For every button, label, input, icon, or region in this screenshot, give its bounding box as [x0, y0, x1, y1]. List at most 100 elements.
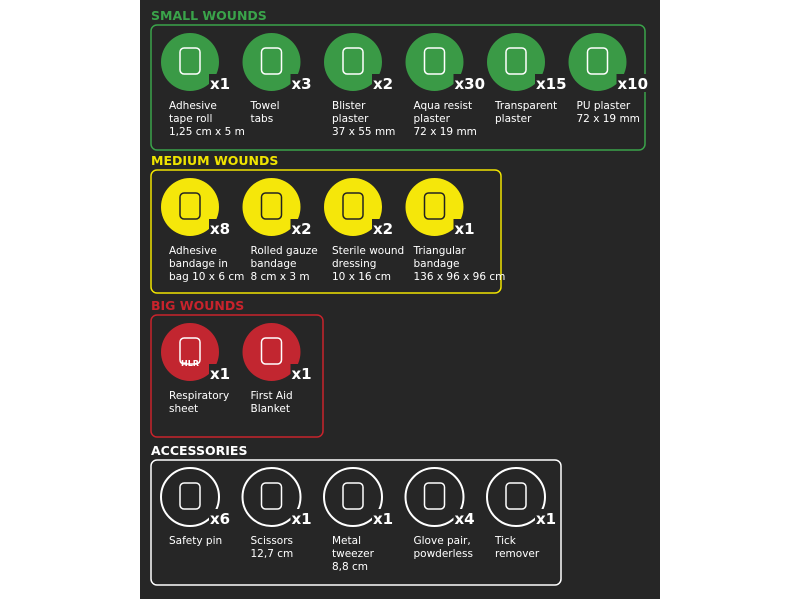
item-label: Sterile wound [332, 245, 404, 257]
item-label: Safety pin [169, 535, 222, 547]
section-title: MEDIUM WOUNDS [151, 153, 278, 168]
quantity: x1 [292, 365, 312, 383]
item-icon [241, 467, 302, 527]
item-label: 8 cm x 3 m [251, 271, 310, 283]
item-label: bandage [251, 258, 297, 270]
item-label: Adhesive [169, 100, 217, 112]
quantity: x15 [536, 75, 567, 93]
icon-glyph [342, 47, 364, 75]
item-icon [242, 323, 301, 381]
icon-glyph [342, 192, 364, 220]
item-label: bandage [414, 258, 460, 270]
item-label: Rolled gauze [251, 245, 318, 257]
quantity: x3 [292, 75, 312, 93]
quantity-bg [209, 219, 230, 237]
quantity-bg [616, 74, 647, 92]
item-label: Blister [332, 100, 366, 112]
item-label: Blanket [251, 403, 291, 415]
quantity: x1 [210, 75, 230, 93]
quantity-bg [535, 74, 566, 92]
icon-glyph [342, 482, 364, 510]
item-label: dressing [332, 258, 376, 270]
quantity: x30 [455, 75, 486, 93]
item-label: Respiratory [169, 390, 229, 402]
item-label: plaster [332, 113, 369, 125]
icon-glyph [505, 47, 527, 75]
item-label: 1,25 cm x 5 m [169, 126, 245, 138]
item-label: 72 x 19 mm [577, 113, 640, 125]
item-icon [160, 467, 220, 527]
quantity-bg [372, 219, 393, 237]
item-label: Scissors [251, 535, 294, 547]
item-icon [405, 178, 464, 236]
item-label: Triangular [413, 245, 467, 257]
quantity: x1 [373, 510, 393, 528]
item-icon [161, 178, 219, 236]
quantity: x8 [210, 220, 230, 238]
item-label: tape roll [169, 113, 212, 125]
item-label: Towel [250, 100, 280, 112]
quantity-bg [290, 364, 312, 382]
item-label: plaster [414, 113, 451, 125]
quantity: x1 [536, 510, 556, 528]
quantity-bg [372, 509, 393, 527]
item-label: Aqua resist [414, 100, 473, 112]
item-icon [161, 323, 219, 381]
item-label: Tick [494, 535, 517, 547]
icon-glyph [260, 47, 283, 75]
quantity-bg [290, 219, 312, 237]
item-icon [324, 33, 382, 91]
item-label: PU plaster [577, 100, 631, 112]
item-label: bag 10 x 6 cm [169, 271, 244, 283]
quantity-bg [209, 364, 230, 382]
panel [140, 0, 660, 599]
icon-glyph [423, 482, 446, 510]
quantity-bg [453, 219, 475, 237]
quantity: x1 [292, 510, 312, 528]
section-title: SMALL WOUNDS [151, 8, 267, 23]
item-icon [324, 178, 382, 236]
item-icon [568, 33, 627, 91]
icon-glyph [260, 192, 283, 220]
item-icon [323, 467, 383, 527]
item-label: bandage in [169, 258, 228, 270]
icon-glyph [179, 47, 201, 75]
quantity-bg [209, 509, 230, 527]
section-box [150, 459, 562, 586]
section-title: BIG WOUNDS [151, 298, 244, 313]
item-label: Adhesive [169, 245, 217, 257]
item-label: 37 x 55 mm [332, 126, 395, 138]
quantity-bg [290, 74, 312, 92]
item-label: Metal [332, 535, 361, 547]
quantity-bg [290, 509, 312, 527]
item-label: 10 x 16 cm [332, 271, 391, 283]
icon-glyph [179, 192, 201, 220]
icon-glyph [179, 482, 201, 510]
quantity: x6 [210, 510, 230, 528]
quantity-bg [535, 509, 556, 527]
item-label: 12,7 cm [251, 548, 294, 560]
quantity: x1 [210, 365, 230, 383]
icon-glyph [260, 337, 283, 365]
quantity: x2 [292, 220, 312, 238]
item-label: plaster [495, 113, 532, 125]
quantity: x2 [373, 75, 393, 93]
item-icon [404, 467, 465, 527]
item-icon [242, 178, 301, 236]
item-icon [161, 33, 219, 91]
section-title: ACCESSORIES [151, 443, 247, 458]
icon-glyph [423, 47, 446, 75]
item-label: 8,8 cm [332, 561, 368, 573]
quantity-bg [453, 509, 475, 527]
item-icon [486, 467, 546, 527]
quantity-bg [372, 74, 393, 92]
icon-text: HLR [181, 359, 199, 368]
item-icon [405, 33, 464, 91]
quantity: x1 [455, 220, 475, 238]
quantity-bg [453, 74, 484, 92]
item-label: Transparent [494, 100, 557, 112]
icon-glyph [586, 47, 609, 75]
quantity-bg [209, 74, 230, 92]
icon-glyph [505, 482, 527, 510]
